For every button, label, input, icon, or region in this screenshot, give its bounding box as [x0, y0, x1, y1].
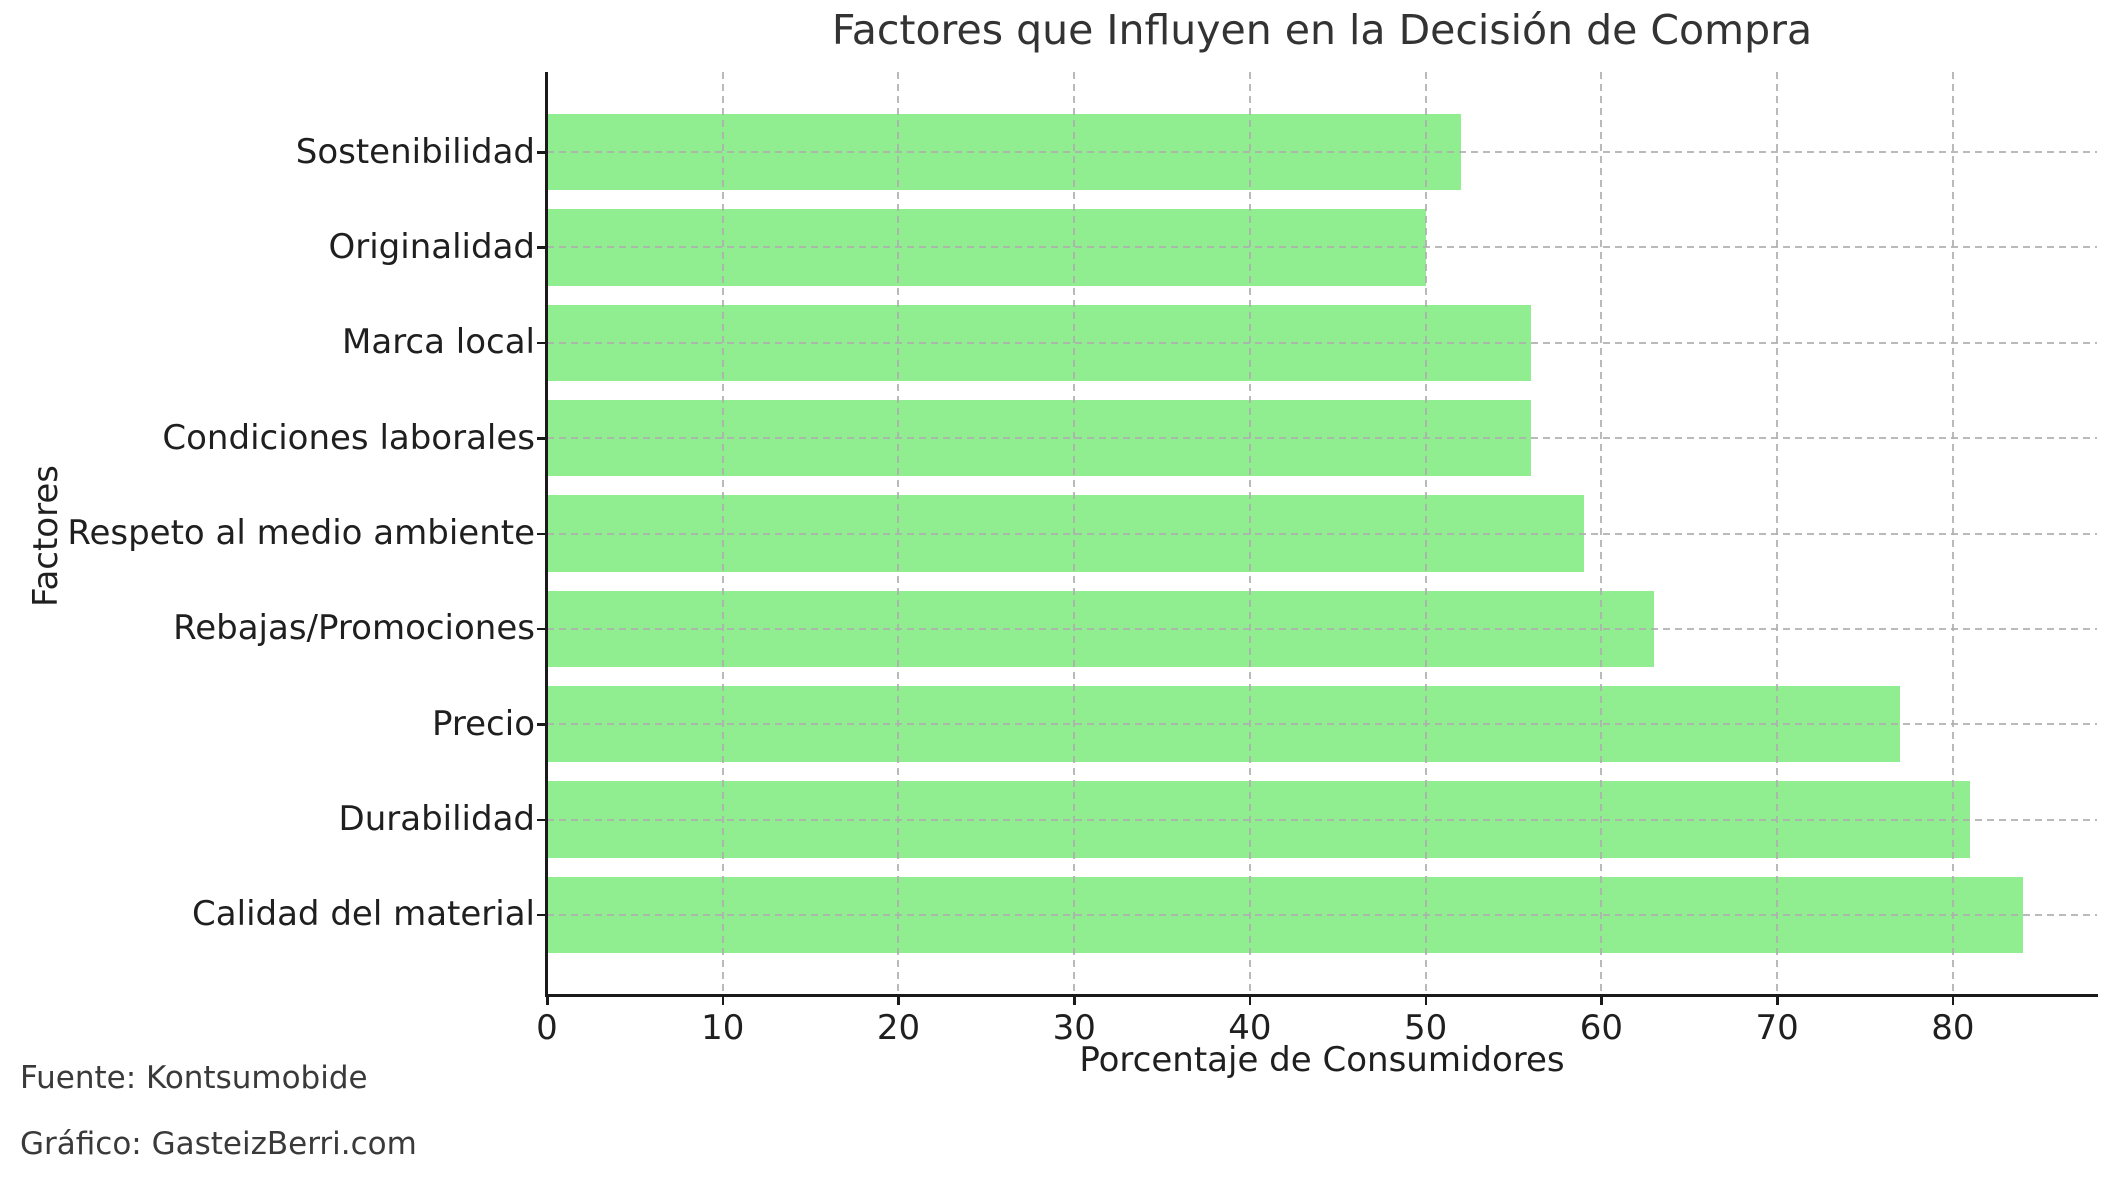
x-tick-mark	[1776, 997, 1779, 1005]
x-axis-label: Porcentaje de Consumidores	[1079, 1040, 1565, 1080]
source-note: Fuente: Kontsumobide	[20, 1060, 368, 1096]
x-tick-label: 10	[701, 1008, 745, 1048]
x-tick-label: 30	[1052, 1008, 1096, 1048]
y-tick-mark	[537, 532, 545, 535]
x-tick-mark	[1600, 997, 1603, 1005]
chart-title: Factores que Influyen en la Decisión de …	[831, 6, 1813, 54]
x-axis-spine	[545, 994, 2098, 997]
credit-note: Gráfico: GasteizBerri.com	[20, 1126, 417, 1162]
x-tick-label: 60	[1579, 1008, 1624, 1048]
category-label: Calidad del material	[192, 894, 535, 935]
y-axis-spine	[545, 72, 548, 997]
y-tick-mark	[537, 151, 545, 154]
gridline-horizontal	[547, 818, 2097, 821]
x-tick-mark	[721, 997, 725, 1005]
gridline-horizontal	[547, 341, 2097, 344]
category-label: Originalidad	[328, 226, 536, 267]
x-tick-label: 0	[536, 1008, 558, 1048]
gridline-horizontal	[547, 627, 2097, 630]
category-label: Respeto al medio ambiente	[67, 513, 535, 553]
x-tick-label: 40	[1228, 1008, 1272, 1048]
y-tick-mark	[537, 246, 545, 249]
x-tick-label: 80	[1931, 1008, 1975, 1048]
x-tick-mark	[1951, 997, 1955, 1005]
category-label: Marca local	[342, 322, 535, 363]
category-label: Precio	[432, 703, 535, 744]
y-tick-mark	[537, 818, 545, 822]
category-label: Condiciones laborales	[162, 417, 535, 458]
y-tick-mark	[537, 341, 545, 345]
x-tick-mark	[1073, 997, 1076, 1005]
gridline-horizontal	[547, 151, 2097, 154]
category-label: Durabilidad	[338, 799, 535, 840]
category-label: Sostenibilidad	[295, 131, 535, 172]
gridline-horizontal	[547, 532, 2097, 535]
x-tick-mark	[1424, 997, 1428, 1005]
category-label: Rebajas/Promociones	[173, 608, 535, 649]
gridline-horizontal	[547, 723, 2097, 726]
x-tick-label: 20	[876, 1008, 921, 1048]
y-tick-mark	[537, 723, 545, 726]
x-tick-label: 70	[1755, 1008, 1799, 1048]
gridline-horizontal	[547, 437, 2097, 440]
x-tick-label: 50	[1404, 1008, 1448, 1048]
gridline-horizontal	[547, 246, 2097, 249]
x-tick-mark	[546, 997, 549, 1005]
y-tick-mark	[537, 437, 545, 440]
y-tick-mark	[537, 627, 545, 631]
gridline-horizontal	[547, 913, 2097, 916]
x-tick-mark	[897, 997, 900, 1005]
y-tick-mark	[537, 913, 545, 917]
x-tick-mark	[1248, 997, 1252, 1005]
